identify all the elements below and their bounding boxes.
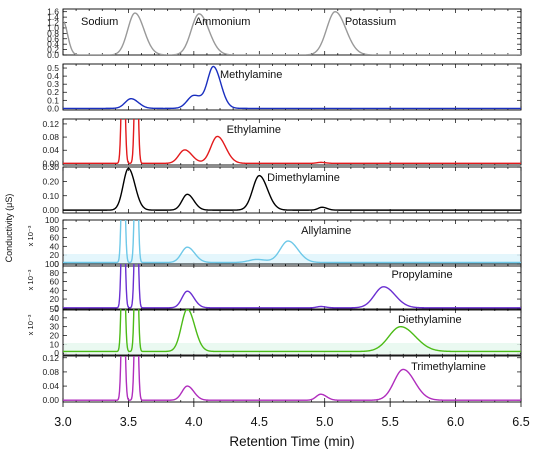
y-tick-label: 0.2 — [47, 45, 59, 55]
panel-frame — [62, 219, 522, 267]
y-tick-label: 1.6 — [47, 7, 59, 17]
panel-frame — [62, 355, 522, 403]
y-tick-label: 0.00 — [42, 395, 59, 405]
series-label-ethylamine: Ethylamine — [227, 124, 281, 136]
y-tick-label: 20 — [50, 250, 60, 260]
x-tick-label: 4.0 — [185, 415, 202, 429]
x-tick-label: 5.5 — [381, 415, 398, 429]
y-tick-label: 10 — [50, 339, 60, 349]
y-tick-label: 40 — [50, 313, 60, 323]
series-label-propylamine: Propylamine — [391, 269, 452, 281]
y-tick-label: 0.1 — [47, 95, 59, 105]
y-tick-label: 60 — [50, 277, 60, 287]
series-label-allylamine: Allylamine — [301, 225, 351, 237]
y-tick-label: 0.0 — [47, 50, 59, 60]
y-tick-label: 60 — [50, 233, 60, 243]
series-line-propylamine — [63, 264, 521, 309]
y-tick-label: 0.30 — [42, 162, 59, 172]
series-label-potassium: Potassium — [345, 16, 396, 28]
series-line-ethylamine — [63, 119, 521, 165]
x-tick-label: 6.0 — [447, 415, 464, 429]
baseline-band — [64, 343, 520, 354]
y-tick-label: 40 — [50, 241, 60, 251]
y-tick-label: 0.8 — [47, 28, 59, 38]
baseline-band — [64, 254, 520, 265]
y-tick-label: 0.6 — [47, 34, 59, 44]
series-line-methylamine — [63, 65, 521, 110]
y-tick-label: 100 — [45, 215, 59, 225]
y-tick-label: 1.2 — [47, 18, 59, 28]
y-tick-label: 0.08 — [42, 367, 59, 377]
y-tick-label: 1.0 — [47, 23, 59, 33]
y-tick-label: 0.4 — [47, 71, 59, 81]
panel-methylamine: 0.00.10.20.30.40.5 Methylamine — [47, 63, 522, 113]
y-tick-label: 0 — [54, 303, 59, 313]
y-multiplier-label: x 10⁻³ — [26, 269, 35, 290]
y-tick-label: 0.20 — [42, 176, 59, 186]
y-tick-label: 0.10 — [42, 191, 59, 201]
y-tick-label: 0.04 — [42, 145, 59, 155]
y-tick-label: 80 — [50, 268, 60, 278]
x-tick-label: 6.5 — [512, 415, 529, 429]
y-multiplier-label: x 10⁻³ — [26, 314, 35, 335]
panel-cations-standard: 0.00.20.40.60.81.01.21.41.6 Sodium Ammoniu… — [47, 7, 522, 60]
y-tick-label: 0.00 — [42, 205, 59, 215]
y-tick-label: 0.00 — [42, 158, 59, 168]
panel-trimethylamine: 0.00 0.04 0.08 0.12 Trimethylamine — [42, 353, 522, 405]
series-label-dimethylamine: Dimethylamine — [267, 172, 340, 184]
panel-frame — [62, 263, 522, 311]
series-line-allylamine — [63, 220, 521, 264]
x-tick-label: 3.0 — [54, 415, 71, 429]
y-tick-label: 0.12 — [42, 353, 59, 363]
panel-frame — [62, 63, 522, 111]
series-label-trimethylamine: Trimethylamine — [411, 361, 486, 373]
y-tick-label: 0.3 — [47, 79, 59, 89]
series-line-trimethylamine — [63, 356, 521, 401]
y-tick-label: 50 — [50, 304, 60, 314]
y-tick-label: 0.4 — [47, 39, 59, 49]
y-tick-label: 0.12 — [42, 119, 59, 129]
x-tick-label: 5.0 — [316, 415, 333, 429]
y-tick-label: 0.5 — [47, 63, 59, 73]
y-tick-label: 30 — [50, 322, 60, 332]
panel-frame — [62, 118, 522, 166]
y-tick-label: 20 — [50, 331, 60, 341]
series-line-diethylamine — [63, 309, 521, 353]
x-axis-title: Retention Time (min) — [229, 434, 354, 449]
y-tick-label: 0.2 — [47, 87, 59, 97]
y-axis-title: Conductivity (μS) — [4, 194, 14, 263]
series-label-diethylamine: Diethylamine — [398, 314, 462, 326]
y-tick-label: 0 — [54, 348, 59, 358]
panel-ethylamine: 0.00 0.04 0.08 0.12 Ethylamine — [42, 118, 522, 168]
y-tick-label: 80 — [50, 224, 60, 234]
y-tick-label: 1.4 — [47, 12, 59, 22]
panel-frame — [62, 308, 522, 356]
y-multiplier-label: x 10⁻³ — [26, 225, 35, 246]
x-tick-label: 4.5 — [251, 415, 268, 429]
series-label-methylamine: Methylamine — [220, 69, 282, 81]
y-tick-label: 20 — [50, 294, 60, 304]
y-tick-label: 0.08 — [42, 132, 59, 142]
series-label-sodium: Sodium — [81, 16, 118, 28]
series-line-dimethylamine — [63, 167, 521, 211]
y-tick-label: 0.04 — [42, 381, 59, 391]
series-label-ammonium: Ammonium — [195, 16, 251, 28]
x-tick-label: 3.5 — [120, 415, 137, 429]
y-tick-label: 40 — [50, 285, 60, 295]
y-tick-label: 100 — [45, 259, 59, 269]
x-axis: 3.0 3.5 4.0 4.5 5.0 5.5 6.0 6.5 — [54, 402, 530, 429]
panel-dimethylamine: 0.00 0.10 0.20 0.30 Dimethylamine — [42, 162, 522, 215]
y-tick-label: 0 — [54, 259, 59, 269]
series-line-cations-standard — [63, 11, 521, 55]
panel-frame — [62, 166, 522, 214]
y-tick-label: 0.0 — [47, 103, 59, 113]
